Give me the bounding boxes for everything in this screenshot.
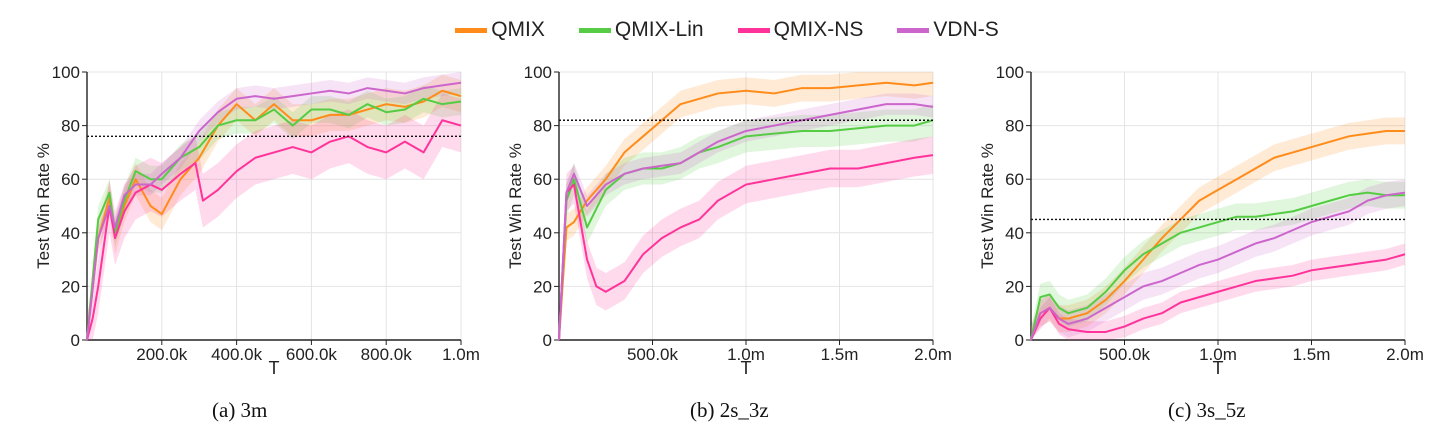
y-tick-label: 100 bbox=[524, 63, 552, 82]
y-tick-label: 60 bbox=[61, 170, 80, 189]
y-tick-label: 40 bbox=[533, 224, 552, 243]
legend-item-qmix-lin: QMIX-Lin bbox=[578, 14, 704, 46]
y-tick-label: 80 bbox=[533, 117, 552, 136]
x-tick-label: 1.5m bbox=[1293, 345, 1331, 364]
series-line-qmix bbox=[558, 81, 934, 341]
series-line-vdn-s bbox=[558, 103, 934, 341]
caption-c: (c) 3s_5z bbox=[1168, 398, 1246, 422]
series-line-qmix-lin bbox=[86, 97, 462, 341]
legend-swatch bbox=[578, 27, 611, 33]
legend-item-qmix: QMIX bbox=[455, 14, 545, 46]
legend: QMIX QMIX-Lin QMIX-NS VDN-S bbox=[0, 14, 1454, 46]
x-axis-label: T bbox=[741, 358, 752, 378]
legend-label: QMIX-Lin bbox=[614, 18, 704, 41]
band-qmix-ns bbox=[87, 93, 461, 340]
chart-panel-2: 0 20 40 60 80 100 500.0k 1.0m 1.5m 2.0m T Test Win … bbox=[978, 63, 1424, 378]
y-axis-label: Test Win Rate % bbox=[978, 143, 997, 269]
y-tick-label: 80 bbox=[1005, 117, 1024, 136]
y-tick-label: 60 bbox=[1005, 170, 1024, 189]
y-tick-label: 100 bbox=[52, 63, 80, 82]
legend-swatch bbox=[897, 27, 930, 33]
y-tick-label: 20 bbox=[1005, 277, 1024, 296]
series-line-vdn-s bbox=[1030, 191, 1406, 341]
y-tick-label: 80 bbox=[61, 117, 80, 136]
legend-swatch bbox=[737, 27, 770, 33]
x-tick-label: 500.0k bbox=[1099, 345, 1151, 364]
band-qmix-ns bbox=[559, 136, 933, 340]
series-line-qmix-lin bbox=[1030, 191, 1405, 341]
series-line-qmix bbox=[86, 89, 462, 341]
caption-b: (b) 2s_3z bbox=[690, 398, 769, 422]
x-axis-label: T bbox=[1213, 358, 1224, 378]
x-tick-label: 2.0m bbox=[914, 345, 952, 364]
y-tick-label: 20 bbox=[61, 277, 80, 296]
y-tick-label: 100 bbox=[996, 63, 1024, 82]
x-tick-label: 800.0k bbox=[361, 345, 413, 364]
x-tick-label: 600.0k bbox=[286, 345, 338, 364]
band-qmix bbox=[1031, 117, 1405, 340]
series-line-qmix-ns bbox=[558, 154, 934, 341]
legend-swatch bbox=[455, 27, 488, 33]
caption-a: (a) 3m bbox=[212, 398, 268, 422]
y-tick-label: 20 bbox=[533, 277, 552, 296]
x-tick-label: 200.0k bbox=[136, 345, 188, 364]
y-axis-label: Test Win Rate % bbox=[506, 143, 525, 269]
series-line-vdn-s bbox=[86, 81, 462, 341]
legend-label: VDN-S bbox=[933, 18, 999, 41]
y-tick-label: 40 bbox=[1005, 224, 1024, 243]
x-tick-label: 500.0k bbox=[627, 345, 679, 364]
y-tick-label: 40 bbox=[61, 224, 80, 243]
series-line-qmix bbox=[1030, 129, 1405, 341]
x-tick-label: 1.5m bbox=[821, 345, 859, 364]
y-tick-label: 0 bbox=[71, 331, 80, 350]
y-tick-label: 0 bbox=[1015, 331, 1024, 350]
y-tick-label: 60 bbox=[533, 170, 552, 189]
y-tick-label: 0 bbox=[543, 331, 552, 350]
x-tick-label: 2.0m bbox=[1386, 345, 1424, 364]
legend-label: QMIX-NS bbox=[773, 18, 864, 41]
legend-label: QMIX bbox=[491, 18, 545, 41]
x-tick-label: 1.0m bbox=[1199, 345, 1237, 364]
band-qmix-lin bbox=[559, 104, 933, 340]
x-tick-label: 1.0m bbox=[442, 345, 480, 364]
band-qmix-lin bbox=[87, 85, 461, 341]
y-axis-label: Test Win Rate % bbox=[34, 143, 53, 269]
band-qmix bbox=[559, 72, 933, 340]
series-line-qmix-ns bbox=[86, 119, 462, 341]
legend-item-qmix-ns: QMIX-NS bbox=[737, 14, 864, 46]
series-line-qmix-ns bbox=[1030, 253, 1406, 341]
x-axis-label: T bbox=[269, 358, 280, 378]
chart-panel-0: 0 20 40 60 80 100 200.0k 400.0k 600.0k 800.0k 1.0m… bbox=[34, 63, 480, 378]
legend-item-vdn-s: VDN-S bbox=[897, 14, 999, 46]
x-tick-label: 400.0k bbox=[211, 345, 263, 364]
chart-panel-1: 0 20 40 60 80 100 500.0k 1.0m 1.5m 2.0m T Test Win … bbox=[506, 63, 952, 378]
x-tick-label: 1.0m bbox=[727, 345, 765, 364]
